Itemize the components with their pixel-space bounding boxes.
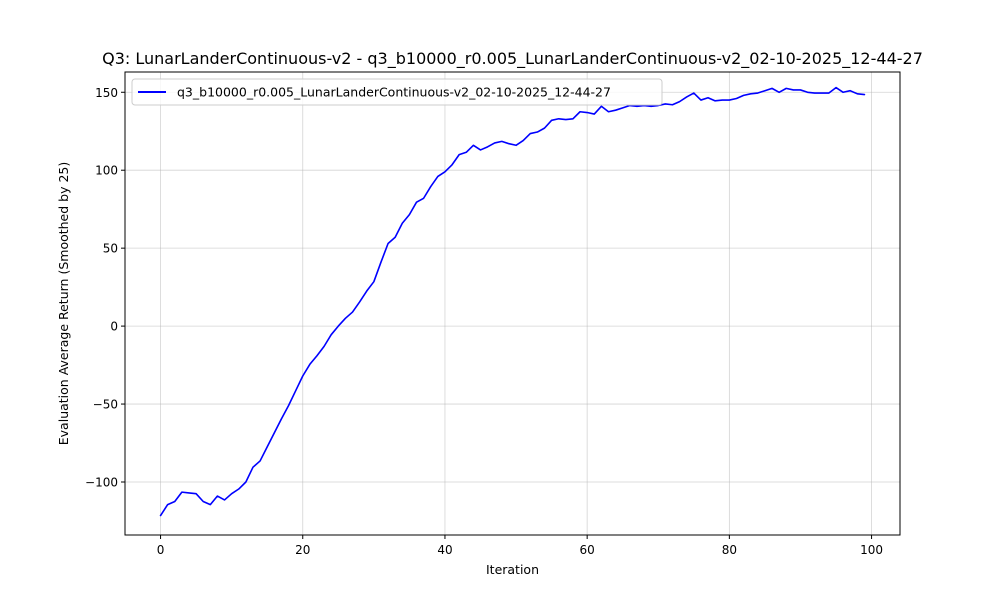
legend: q3_b10000_r0.005_LunarLanderContinuous-v… — [131, 78, 663, 106]
legend-entry-label: q3_b10000_r0.005_LunarLanderContinuous-v… — [177, 85, 611, 100]
x-tick-label: 0 — [157, 543, 165, 557]
series-layer — [159, 86, 866, 517]
chart-title: Q3: LunarLanderContinuous-v2 - q3_b10000… — [102, 49, 923, 69]
y-axis-label: Evaluation Average Return (Smoothed by 2… — [56, 162, 71, 445]
legend-box — [131, 78, 663, 106]
y-tick-label: 50 — [103, 242, 118, 256]
x-tick-label: 80 — [722, 543, 737, 557]
x-axis-label: Iteration — [486, 562, 539, 577]
series-line — [159, 86, 866, 517]
x-tick-label: 60 — [580, 543, 595, 557]
y-tick-label: −50 — [93, 398, 118, 412]
x-tick-label: 100 — [860, 543, 883, 557]
y-tick-label: 100 — [95, 164, 118, 178]
y-tick-label: 0 — [110, 320, 118, 334]
x-tick-label: 20 — [295, 543, 310, 557]
ticks: 0 20 40 60 80 100 −100 −50 0 50 100 150 — [85, 86, 883, 557]
y-tick-label: 150 — [95, 86, 118, 100]
y-tick-label: −100 — [85, 475, 118, 489]
grid — [125, 72, 900, 535]
plot-frame — [124, 71, 901, 536]
x-tick-label: 40 — [437, 543, 452, 557]
